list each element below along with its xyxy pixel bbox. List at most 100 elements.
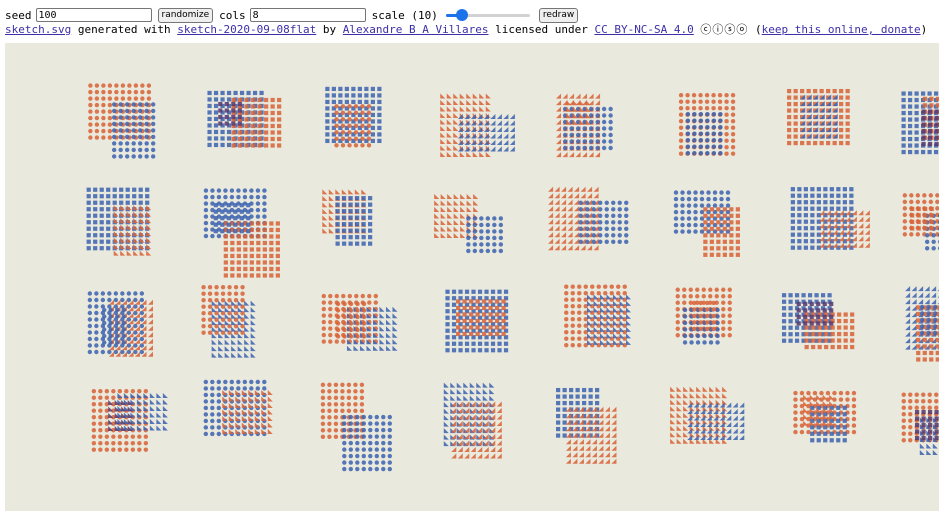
sketch-element bbox=[106, 226, 111, 231]
sketch-element bbox=[574, 238, 580, 244]
sketch-element bbox=[229, 379, 235, 385]
sketch-element bbox=[479, 242, 484, 247]
sketch-element bbox=[216, 405, 222, 411]
sketch-element bbox=[702, 386, 708, 392]
sketch-element bbox=[830, 325, 835, 330]
sketch-element bbox=[578, 413, 584, 419]
scale-slider-thumb[interactable] bbox=[455, 9, 468, 21]
sketch-element bbox=[676, 425, 682, 431]
sketch-element bbox=[111, 128, 117, 133]
sketch-element bbox=[233, 229, 238, 234]
sketch-element bbox=[935, 357, 939, 362]
sketch-element bbox=[572, 413, 578, 419]
sketch-svg-link[interactable]: sketch.svg bbox=[5, 23, 72, 36]
sketch-element bbox=[849, 206, 854, 211]
sketch-element bbox=[451, 440, 457, 446]
sketch-element bbox=[704, 106, 710, 111]
license-link[interactable]: CC BY-NC-SA 4.0 bbox=[594, 23, 694, 36]
sketch-element bbox=[807, 293, 813, 298]
author-link[interactable]: Alexandre B A Villares bbox=[342, 23, 489, 36]
sketch-element bbox=[827, 332, 832, 337]
sketch-element bbox=[675, 287, 680, 292]
sketch-element bbox=[823, 232, 828, 237]
sketch-element bbox=[575, 93, 581, 99]
cols-input[interactable] bbox=[249, 8, 366, 22]
sketch-element bbox=[790, 239, 795, 244]
randomize-button[interactable]: randomize bbox=[157, 7, 214, 23]
sketch-element bbox=[699, 209, 705, 215]
sketch-element bbox=[495, 299, 500, 304]
credit-line: sketch.svg generated with sketch-2020-09… bbox=[5, 21, 927, 37]
sketch-element bbox=[237, 101, 242, 107]
sketch-element bbox=[148, 306, 154, 312]
sketch-element bbox=[698, 118, 704, 123]
sketch-element bbox=[241, 422, 247, 428]
sketch-element bbox=[203, 425, 209, 430]
sketch-element bbox=[440, 206, 446, 212]
donate-link[interactable]: keep this online, donate bbox=[761, 23, 921, 36]
sketch-element bbox=[344, 132, 349, 137]
sketch-element bbox=[367, 293, 372, 299]
sketch-element bbox=[334, 293, 339, 299]
sketch-element bbox=[451, 328, 457, 333]
sketch-element bbox=[911, 305, 917, 311]
sketch-element bbox=[348, 209, 353, 214]
sketch-element bbox=[490, 453, 496, 459]
sketch-element bbox=[564, 336, 569, 341]
sketch-element bbox=[469, 299, 474, 304]
sketch-element bbox=[484, 328, 489, 333]
sketch-element bbox=[111, 408, 116, 413]
sketch-element bbox=[548, 193, 554, 199]
sketch-element bbox=[564, 342, 569, 348]
sketch-element bbox=[561, 199, 567, 205]
tool-link[interactable]: sketch-2020-09-08flat bbox=[177, 23, 317, 36]
sketch-element bbox=[445, 328, 450, 333]
sketch-element bbox=[385, 339, 391, 345]
sketch-element bbox=[348, 241, 353, 246]
sketch-element bbox=[447, 193, 453, 199]
sketch-element bbox=[113, 250, 119, 256]
sketch-element bbox=[579, 113, 585, 119]
sketch-element bbox=[582, 152, 588, 158]
seed-input[interactable] bbox=[35, 8, 152, 22]
sketch-element bbox=[604, 439, 610, 445]
sketch-element bbox=[472, 93, 478, 99]
sketch-element bbox=[121, 400, 127, 406]
sketch-element bbox=[133, 304, 138, 309]
sketch-element bbox=[715, 393, 721, 399]
sketch-element bbox=[241, 409, 247, 415]
sketch-element bbox=[721, 300, 726, 305]
sketch-element bbox=[477, 289, 483, 294]
sketch-element bbox=[231, 136, 236, 142]
sketch-element bbox=[115, 299, 121, 305]
sketch-element bbox=[453, 125, 459, 131]
sketch-element bbox=[224, 108, 229, 113]
sketch-tile bbox=[787, 88, 850, 146]
sketch-tile bbox=[793, 390, 857, 443]
sketch-element bbox=[91, 440, 97, 446]
sketch-element bbox=[342, 228, 347, 233]
sketch-element bbox=[249, 234, 254, 239]
sketch-element bbox=[619, 313, 625, 319]
sketch-element bbox=[458, 348, 463, 353]
sketch-element bbox=[346, 402, 352, 407]
sketch-element bbox=[604, 413, 610, 419]
sketch-element bbox=[348, 308, 354, 313]
sketch-element bbox=[320, 408, 326, 414]
sketch-element bbox=[342, 440, 347, 446]
sketch-element bbox=[148, 332, 154, 338]
sketch-element bbox=[148, 345, 154, 351]
scale-slider[interactable] bbox=[445, 9, 530, 21]
sketch-element bbox=[210, 399, 215, 404]
sketch-element bbox=[585, 452, 591, 458]
sketch-element bbox=[368, 453, 373, 459]
sketch-element bbox=[793, 397, 798, 402]
sketch-element bbox=[810, 425, 815, 430]
sketch-element bbox=[109, 299, 115, 305]
sketch-element bbox=[902, 232, 908, 237]
sketch-element bbox=[107, 291, 112, 296]
sketch-element bbox=[249, 247, 254, 252]
sketch-element bbox=[262, 240, 267, 246]
sketch-element bbox=[133, 291, 138, 296]
redraw-button[interactable]: redraw bbox=[538, 7, 579, 23]
